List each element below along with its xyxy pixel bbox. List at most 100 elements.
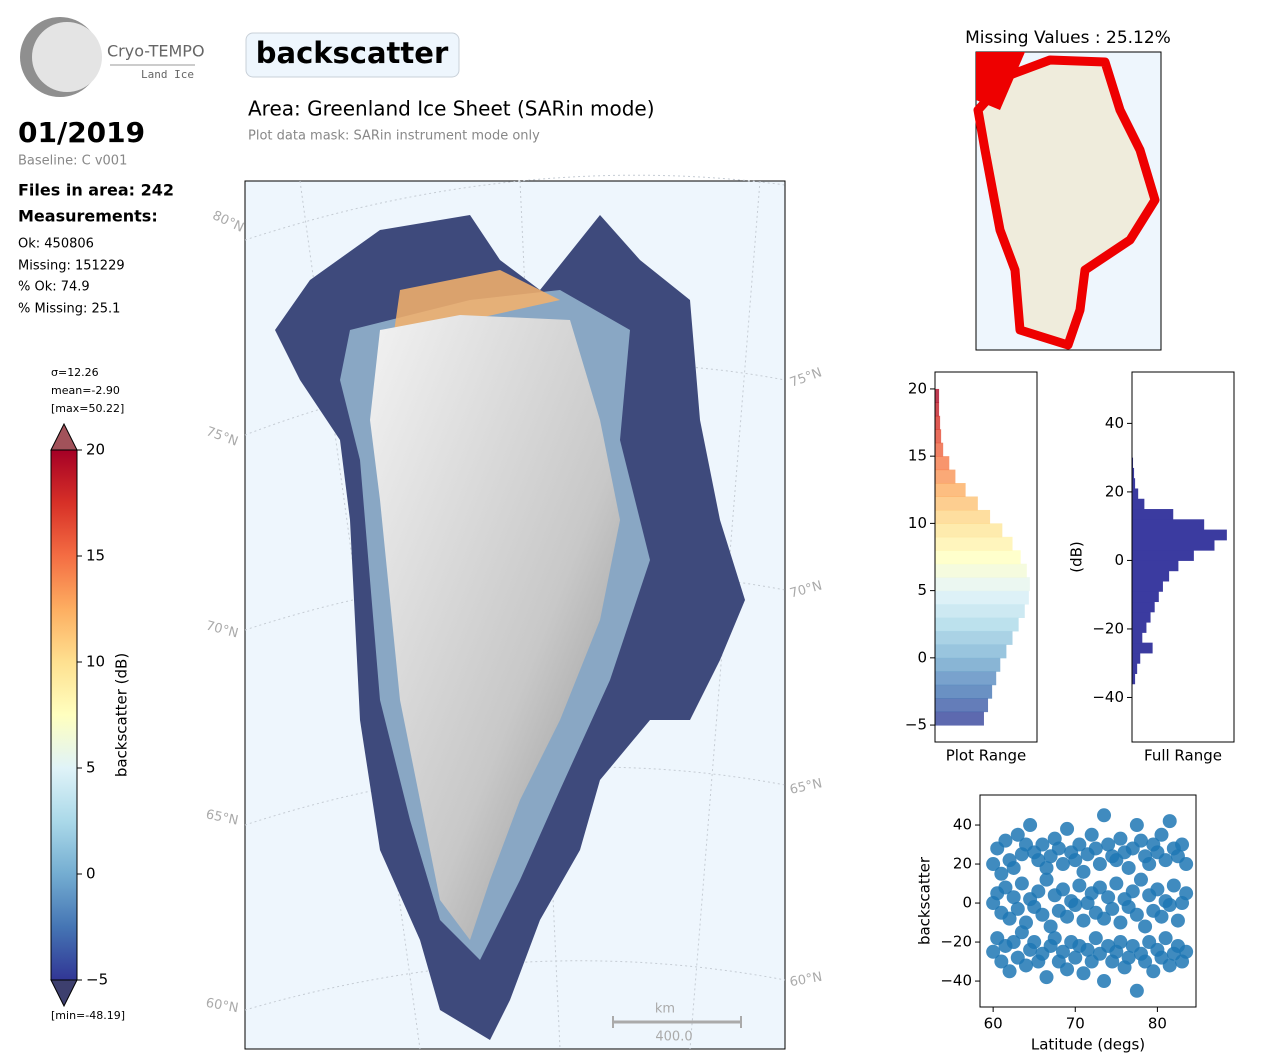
scatter-point xyxy=(1162,897,1177,912)
scatter-point xyxy=(1105,901,1120,916)
scatter-point xyxy=(1068,897,1083,912)
scatter-point xyxy=(1162,958,1177,973)
y-axis-label: (dB) xyxy=(1068,541,1086,573)
histogram-bar xyxy=(1132,580,1163,592)
histogram-bar xyxy=(1132,673,1136,685)
histogram-bar xyxy=(1132,611,1151,623)
colorbar-under xyxy=(50,979,78,1008)
x-axis-label: Plot Range xyxy=(946,747,1027,765)
scatter-point xyxy=(1154,827,1169,842)
histogram-bar xyxy=(935,415,941,430)
scatter-point xyxy=(1170,913,1185,928)
scatter-point xyxy=(1101,837,1116,852)
histogram-bar xyxy=(935,429,942,444)
missing-map: Missing Values : 25.12% xyxy=(965,28,1171,351)
histogram-bar xyxy=(935,684,993,699)
latitude-label: 75°N xyxy=(788,365,824,390)
scatter-point xyxy=(1060,909,1075,924)
scatter-point xyxy=(1109,876,1124,891)
scatter-point xyxy=(1158,853,1173,868)
scatter-point xyxy=(1039,860,1054,875)
histogram-bar xyxy=(1132,652,1141,664)
y-tick-label: −20 xyxy=(1092,619,1124,637)
latitude-label: 60°N xyxy=(789,970,824,990)
scatter-point xyxy=(1060,962,1075,977)
ice-sheet-hillshade xyxy=(370,315,620,940)
x-tick-label: 60 xyxy=(984,1015,1003,1033)
stat: Ok: 450806 xyxy=(18,237,94,252)
colorbar-annotation: [max=50.22] xyxy=(51,402,124,415)
histogram-bar xyxy=(935,388,940,403)
parameter-box xyxy=(245,32,460,78)
scalebar-unit: km xyxy=(655,1002,675,1017)
missing-outline xyxy=(973,55,1160,350)
scatter-point xyxy=(1027,935,1042,950)
histogram-bar xyxy=(935,617,1019,632)
histogram-bar xyxy=(935,671,997,686)
histogram-bar xyxy=(935,550,1021,565)
histogram-bar xyxy=(935,496,978,511)
histogram-bar xyxy=(935,630,1013,645)
scatter-point xyxy=(1092,857,1107,872)
axes-frame xyxy=(934,371,1038,743)
histogram-bar xyxy=(935,577,1030,592)
scatter-point xyxy=(1146,964,1161,979)
scatter-point xyxy=(1133,833,1148,848)
x-tick-label: 80 xyxy=(1148,1015,1167,1033)
mask-note: Plot data mask: SARin instrument mode on… xyxy=(248,129,540,144)
parameter-title: backscatter xyxy=(256,36,449,70)
colorbar-min: [min=-48.19] xyxy=(51,1009,125,1022)
histogram-bar xyxy=(935,563,1027,578)
logo-title: Cryo-TEMPO xyxy=(107,42,205,61)
scatter-point xyxy=(1035,837,1050,852)
latitude-label: 70°N xyxy=(788,579,824,602)
date: 01/2019 xyxy=(18,116,145,149)
y-tick-label: 0 xyxy=(917,648,927,666)
y-tick-label: 20 xyxy=(908,379,927,397)
scatter-point xyxy=(1006,860,1021,875)
latitude-label: 60°N xyxy=(205,996,240,1016)
stat: Missing: 151229 xyxy=(18,259,125,274)
scatter-point xyxy=(1166,878,1181,893)
scatter-point xyxy=(1113,915,1128,930)
scatter-point xyxy=(1129,818,1144,833)
histogram-bar xyxy=(1132,642,1153,654)
y-tick-label: 20 xyxy=(1105,482,1124,500)
histogram-bar xyxy=(935,711,984,726)
histogram-bar xyxy=(1132,509,1174,520)
y-tick-label: 20 xyxy=(953,855,972,873)
scatter-point xyxy=(1179,944,1194,959)
scatter-point xyxy=(994,954,1009,969)
colorbar-annotation: σ=12.26 xyxy=(51,366,99,379)
scatter-point xyxy=(1088,841,1103,856)
scatter-point xyxy=(1138,919,1153,934)
missing-title: Missing Values : 25.12% xyxy=(965,28,1171,48)
histogram-bar xyxy=(1132,457,1134,469)
scatter-point xyxy=(1039,872,1054,887)
histogram-bar xyxy=(935,456,950,471)
histogram-bar xyxy=(935,523,1003,538)
scatter-point xyxy=(1175,837,1190,852)
scatter-point xyxy=(1018,915,1033,930)
x-axis-label: Full Range xyxy=(1144,747,1222,765)
area-title: Area: Greenland Ice Sheet (SARin mode) xyxy=(248,97,655,121)
histogram-bar xyxy=(1132,498,1145,510)
scatter-point xyxy=(1113,935,1128,950)
baseline: Baseline: C v001 xyxy=(18,154,127,169)
histogram-bar xyxy=(935,509,991,524)
scatter-point xyxy=(1084,827,1099,842)
scatter-point xyxy=(1076,966,1091,981)
histogram-bar xyxy=(935,644,1007,659)
scatter-point xyxy=(994,866,1009,881)
scatter-point xyxy=(1080,942,1095,957)
scatter-point xyxy=(1068,950,1083,965)
colorbar-tick-label: 5 xyxy=(86,759,96,777)
histogram-bar xyxy=(1132,529,1227,541)
histogram-bar xyxy=(1132,519,1205,531)
stat: % Ok: 74.9 xyxy=(18,280,90,295)
scatter-point xyxy=(1129,983,1144,998)
scatter-point xyxy=(1092,880,1107,895)
scatter-point xyxy=(998,833,1013,848)
histogram-bar xyxy=(1132,560,1179,572)
